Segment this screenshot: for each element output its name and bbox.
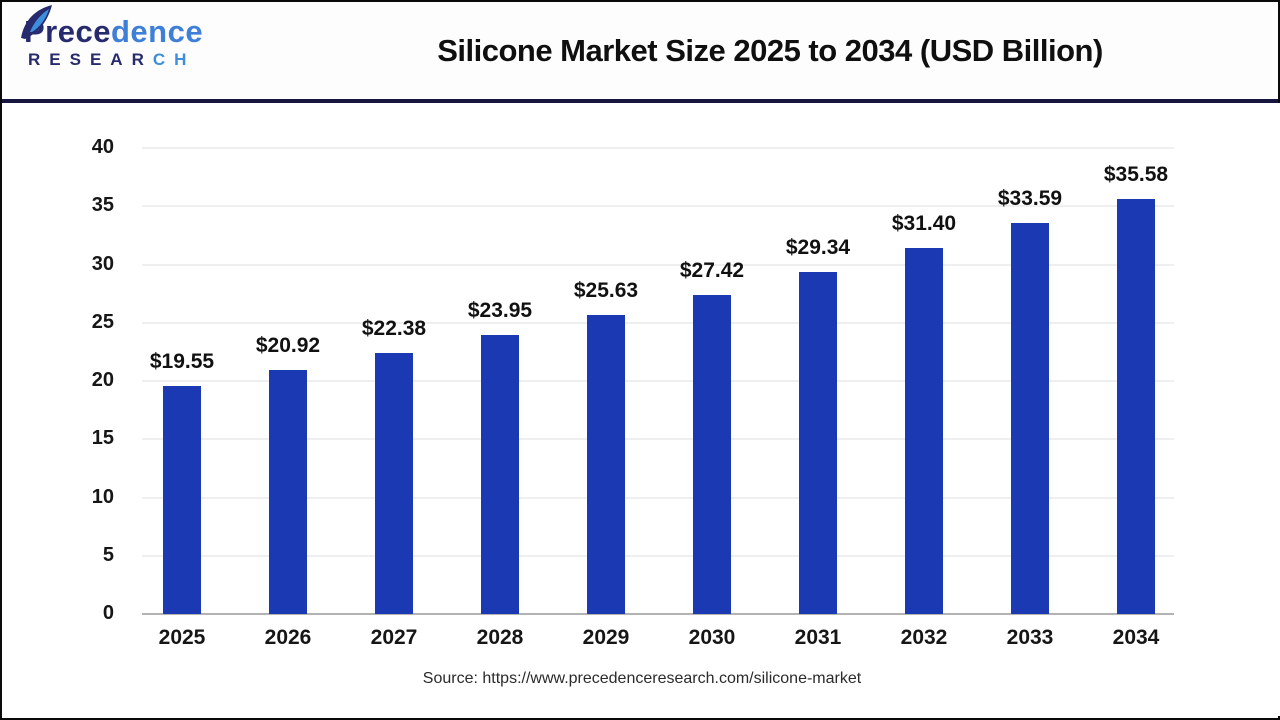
bar-2032	[905, 248, 943, 614]
brand-subtitle-dark: RESEAR	[28, 50, 153, 69]
bar-value-label: $23.95	[467, 298, 533, 322]
y-tick-label: 20	[91, 369, 114, 391]
bar-chart: 0 5 10 15 20 25 30 35 40 $19.55 $20.92 $22.38 $23.9…	[2, 103, 1280, 716]
x-tick-label: 2026	[264, 626, 312, 649]
x-axis-line	[142, 613, 1174, 615]
bar-value-label: $22.38	[361, 317, 427, 341]
source-citation: Source: https://www.precedenceresearch.c…	[422, 670, 862, 687]
bar-value-label: $27.42	[679, 258, 745, 282]
bar-2034	[1117, 199, 1155, 614]
y-tick-label: 15	[91, 427, 114, 450]
y-tick-label: 0	[102, 602, 114, 624]
y-tick-label: 10	[91, 485, 114, 508]
x-tick-label: 2032	[900, 626, 948, 649]
bar-2026	[269, 370, 307, 614]
y-tick-label: 35	[91, 194, 114, 217]
bar-2033	[1011, 222, 1049, 614]
x-tick-label: 2034	[1112, 626, 1160, 649]
x-tick-label: 2029	[582, 626, 630, 649]
gridline	[142, 263, 1174, 266]
bar-2028	[481, 334, 519, 614]
bar-value-label: $20.92	[255, 334, 321, 358]
x-tick-label: 2031	[794, 626, 842, 649]
brand-name-light: dence	[110, 14, 204, 49]
bar-value-label: $35.58	[1103, 163, 1169, 187]
bar-2025	[163, 386, 201, 614]
y-tick-label: 30	[91, 252, 114, 275]
header: Precedence RESEARCH Silicone Market Size…	[2, 2, 1278, 103]
x-tick-label: 2028	[476, 626, 524, 649]
gridline	[142, 205, 1174, 208]
page-title: Silicone Market Size 2025 to 2034 (USD B…	[437, 32, 1103, 68]
gridline	[142, 321, 1174, 324]
y-tick-label: 25	[91, 310, 114, 333]
brand-logo: Precedence RESEARCH	[21, 5, 252, 68]
y-tick-label: 5	[102, 543, 114, 566]
bar-value-label: $33.59	[997, 186, 1063, 210]
x-tick-label: 2033	[1006, 626, 1054, 649]
brand-subtitle-light: CH	[152, 50, 196, 69]
bar-2030	[693, 294, 731, 614]
x-tick-label: 2027	[370, 626, 418, 649]
leaf-icon	[21, 5, 52, 39]
y-tick-label: 40	[91, 136, 114, 158]
x-tick-label: 2025	[158, 626, 206, 649]
bar-value-label: $25.63	[573, 279, 639, 303]
x-tick-label: 2030	[688, 626, 736, 649]
bar-2027	[375, 353, 413, 614]
gridline	[142, 554, 1174, 557]
bar-value-label: $29.34	[785, 236, 851, 260]
bar-2029	[587, 315, 625, 614]
gridline	[142, 380, 1174, 382]
gridline	[142, 147, 1174, 149]
bar-2031	[799, 272, 837, 614]
gridline	[142, 438, 1174, 441]
brand-subtitle: RESEARCH	[22, 51, 252, 68]
bar-value-label: $19.55	[149, 350, 215, 374]
brand-name: Precedence	[22, 16, 203, 47]
gridline	[142, 496, 1174, 499]
bar-value-label: $31.40	[891, 212, 957, 236]
